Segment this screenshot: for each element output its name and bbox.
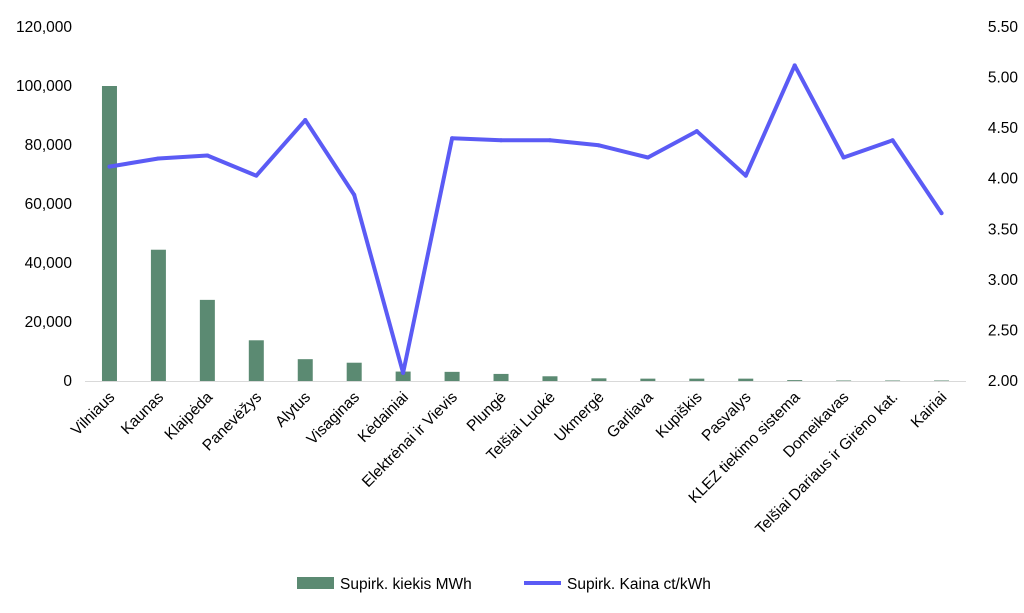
- bar: [297, 359, 313, 381]
- right-axis-ticks: 2.00 2.50 3.00 3.50 4.00 4.50 5.00 5.50: [988, 19, 1019, 390]
- bar: [346, 362, 362, 381]
- bar: [885, 380, 901, 381]
- line-point: [596, 143, 601, 148]
- line-point: [401, 370, 406, 375]
- bar: [787, 380, 803, 381]
- bar: [248, 340, 264, 381]
- bar: [591, 378, 607, 381]
- bar: [395, 371, 411, 381]
- line-point: [792, 63, 797, 68]
- bar: [101, 86, 117, 381]
- legend: Supirk. kiekis MWh Supirk. Kaina ct/kWh: [297, 576, 711, 593]
- x-category-label: Visaginas: [304, 389, 364, 449]
- x-category-label: Kupiškis: [653, 389, 706, 442]
- bar: [150, 249, 166, 381]
- x-category-label: Vilniaus: [68, 389, 118, 439]
- line-point: [156, 156, 161, 161]
- x-category-label: Kairiai: [908, 389, 950, 431]
- x-category-label: Plungė: [464, 389, 510, 435]
- left-axis-ticks: 0 20,000 40,000 60,000 80,000 100,000 120,000: [16, 19, 72, 390]
- y-left-tick-label: 40,000: [25, 255, 73, 272]
- y-right-tick-label: 4.50: [988, 120, 1019, 137]
- bar: [738, 378, 754, 381]
- line-point: [352, 192, 357, 197]
- bar: [444, 371, 460, 381]
- bar: [640, 378, 656, 381]
- x-category-label: Ukmergė: [551, 389, 607, 445]
- y-left-tick-label: 20,000: [25, 314, 73, 331]
- bar: [199, 299, 215, 381]
- y-left-tick-label: 0: [63, 373, 72, 390]
- line-point: [499, 138, 504, 143]
- line-point: [939, 211, 944, 216]
- y-left-tick-label: 120,000: [16, 19, 72, 36]
- line-point: [694, 129, 699, 134]
- line-point: [743, 173, 748, 178]
- legend-bar-swatch: [297, 577, 334, 589]
- y-right-tick-label: 2.50: [988, 322, 1019, 339]
- y-left-tick-label: 100,000: [16, 78, 72, 95]
- x-category-label: Kaunas: [118, 389, 167, 438]
- line-point: [205, 153, 210, 158]
- y-right-tick-label: 5.50: [988, 19, 1019, 36]
- y-left-tick-label: 60,000: [25, 196, 73, 213]
- legend-line-label: Supirk. Kaina ct/kWh: [567, 576, 711, 593]
- bar-series: [101, 86, 950, 381]
- line-point: [254, 173, 259, 178]
- bar: [493, 373, 509, 381]
- line-point: [890, 138, 895, 143]
- y-right-tick-label: 3.50: [988, 221, 1019, 238]
- bar: [934, 380, 950, 381]
- y-right-tick-label: 5.00: [988, 70, 1019, 87]
- bar: [836, 380, 852, 381]
- bar: [689, 378, 705, 381]
- line-point: [107, 164, 112, 169]
- legend-bar-label: Supirk. kiekis MWh: [340, 576, 472, 593]
- y-right-tick-label: 2.00: [988, 373, 1019, 390]
- line-point: [547, 138, 552, 143]
- y-right-tick-label: 4.00: [988, 171, 1019, 188]
- y-left-tick-label: 80,000: [25, 137, 73, 154]
- line-point: [303, 118, 308, 123]
- x-category-label: Alytus: [272, 389, 314, 431]
- y-right-tick-label: 3.00: [988, 272, 1019, 289]
- bar: [542, 376, 558, 381]
- line-series: [107, 63, 944, 375]
- x-category-label: Garliava: [604, 389, 657, 442]
- line-points: [107, 63, 944, 375]
- line-point: [645, 155, 650, 160]
- line-point: [450, 136, 455, 141]
- line-point: [841, 155, 846, 160]
- x-category-label: Elektrėnai ir Vievis: [359, 389, 461, 491]
